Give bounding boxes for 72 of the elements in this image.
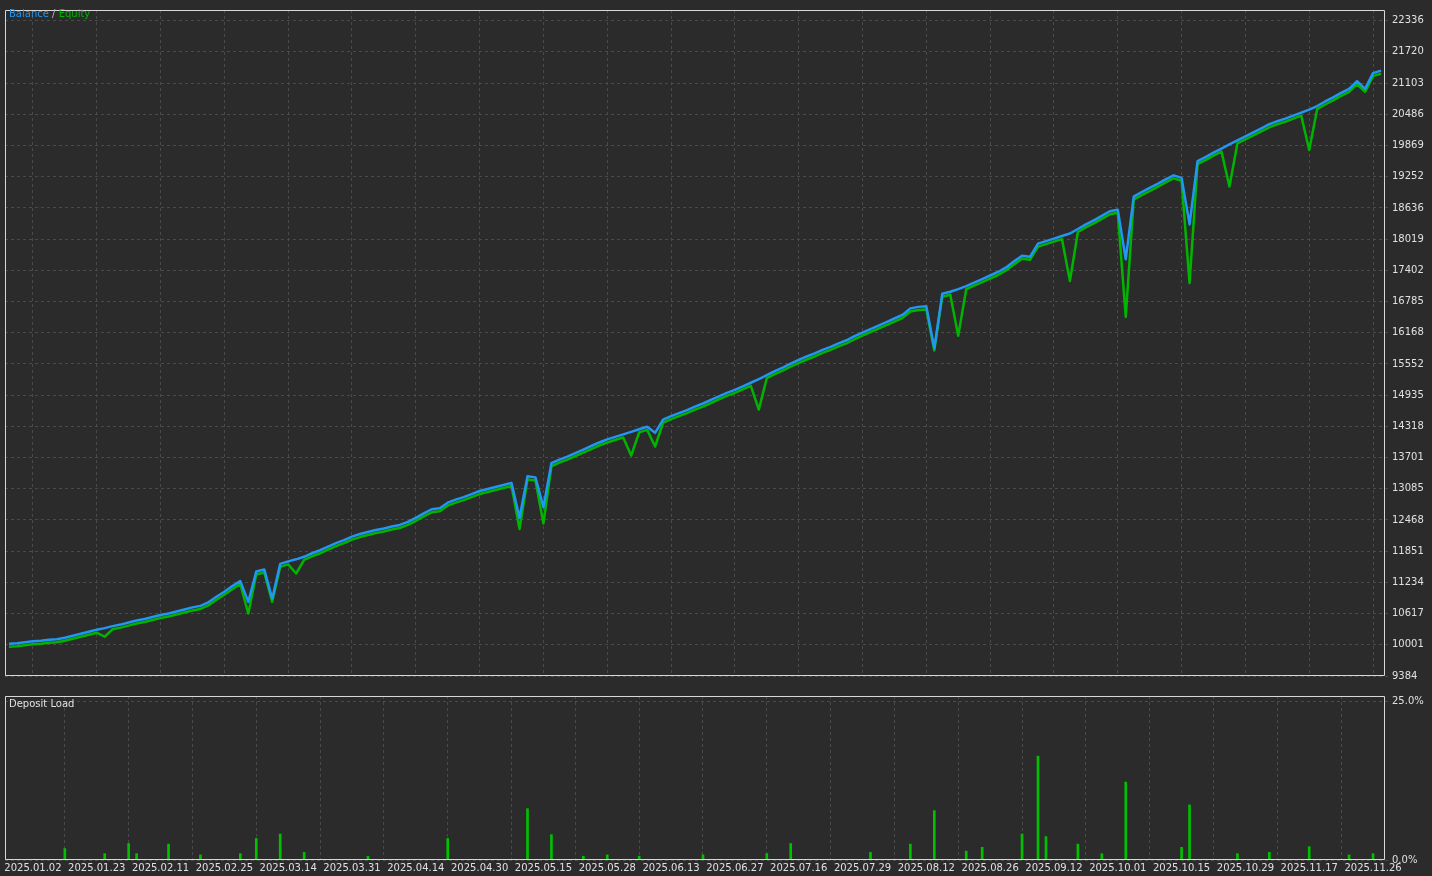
x-tick-label: 2025.11.17 <box>1280 861 1338 873</box>
bar <box>1124 781 1128 860</box>
x-tick-label: 2025.04.14 <box>387 861 445 873</box>
y-tick-label: 19869 <box>1392 139 1424 151</box>
x-tick-label: 2025.05.15 <box>514 861 573 873</box>
text: Equity <box>58 8 91 19</box>
x-tick-label: 2025.01.23 <box>68 861 126 873</box>
x-tick-label: 2025.10.15 <box>1152 861 1211 873</box>
bar <box>254 838 258 860</box>
y-tick-label: 16168 <box>1392 326 1424 338</box>
x-tick-label: 2025.02.25 <box>195 861 253 873</box>
bar <box>1268 852 1271 860</box>
x-tick-label: 2025.08.12 <box>897 861 955 873</box>
y-tick-label: 16785 <box>1392 295 1424 307</box>
x-tick-label: 2025.01.02 <box>4 861 62 873</box>
x-tick-label: 2025.10.01 <box>1089 861 1147 873</box>
bar <box>1307 846 1311 860</box>
bar <box>765 853 769 860</box>
text: Balance <box>9 8 49 19</box>
y-tick-label: 14935 <box>1392 388 1424 400</box>
y-tick-label: 14318 <box>1392 419 1424 431</box>
x-tick-label: 2025.03.31 <box>323 861 381 873</box>
x-tick-label: 2025.06.27 <box>706 861 764 873</box>
y-tick-label: 18636 <box>1392 201 1424 213</box>
x-tick-label: 2025.04.30 <box>450 861 509 873</box>
y-tick-label: 9384 <box>1392 669 1418 681</box>
bar <box>278 833 282 860</box>
y-tick-label: 13085 <box>1392 482 1424 494</box>
x-tick-label: 2025.09.12 <box>1025 861 1083 873</box>
bar <box>127 843 130 860</box>
bar <box>446 838 450 860</box>
y-tick-label: 17402 <box>1392 263 1424 275</box>
bar <box>932 810 936 860</box>
annotation: / <box>51 8 57 19</box>
bar <box>63 848 67 860</box>
y-tick-label: 20486 <box>1392 107 1424 119</box>
x-tick-label: 2025.10.29 <box>1216 861 1275 873</box>
y-tick-label: 21103 <box>1392 76 1424 88</box>
bar <box>167 843 170 860</box>
bar <box>135 853 138 860</box>
bar <box>909 843 912 860</box>
y-tick-label: 15552 <box>1392 357 1424 369</box>
bar <box>1180 847 1183 860</box>
y-tick-label: 22336 <box>1392 14 1424 26</box>
bar <box>789 843 793 860</box>
bar <box>869 852 872 860</box>
bar <box>238 853 242 860</box>
x-tick-label: 2025.02.11 <box>131 861 190 873</box>
y-tick-label: 10617 <box>1392 607 1424 619</box>
bar <box>550 834 553 860</box>
y-tick-label: 11234 <box>1392 576 1424 587</box>
x-tick-label: 2025.07.29 <box>833 861 892 873</box>
y-tick-label: 10001 <box>1392 638 1424 650</box>
y-tick-label: 21720 <box>1392 45 1424 57</box>
bar <box>103 853 107 860</box>
bar <box>1236 853 1239 860</box>
y-tick-label: 11851 <box>1392 544 1424 556</box>
y-tick-label: 18019 <box>1392 232 1424 244</box>
x-tick-label: 2025.06.13 <box>642 861 700 873</box>
bar <box>1188 804 1191 860</box>
y-tick-label: 13701 <box>1392 451 1424 463</box>
y-tick-label: 12468 <box>1392 513 1424 525</box>
x-tick-label: 2025.07.16 <box>770 861 828 873</box>
bar <box>526 808 529 860</box>
chart-title: Deposit Load <box>9 698 75 709</box>
x-tick-label: 2025.05.28 <box>578 861 636 873</box>
y-tick-label: 19252 <box>1392 170 1424 182</box>
bar <box>964 850 968 860</box>
x-tick-label: 2025.08.26 <box>961 861 1019 873</box>
y-tick-label: 25.0% <box>1392 695 1424 707</box>
bar <box>1100 853 1104 860</box>
x-tick-label: 2025.03.14 <box>259 861 317 873</box>
